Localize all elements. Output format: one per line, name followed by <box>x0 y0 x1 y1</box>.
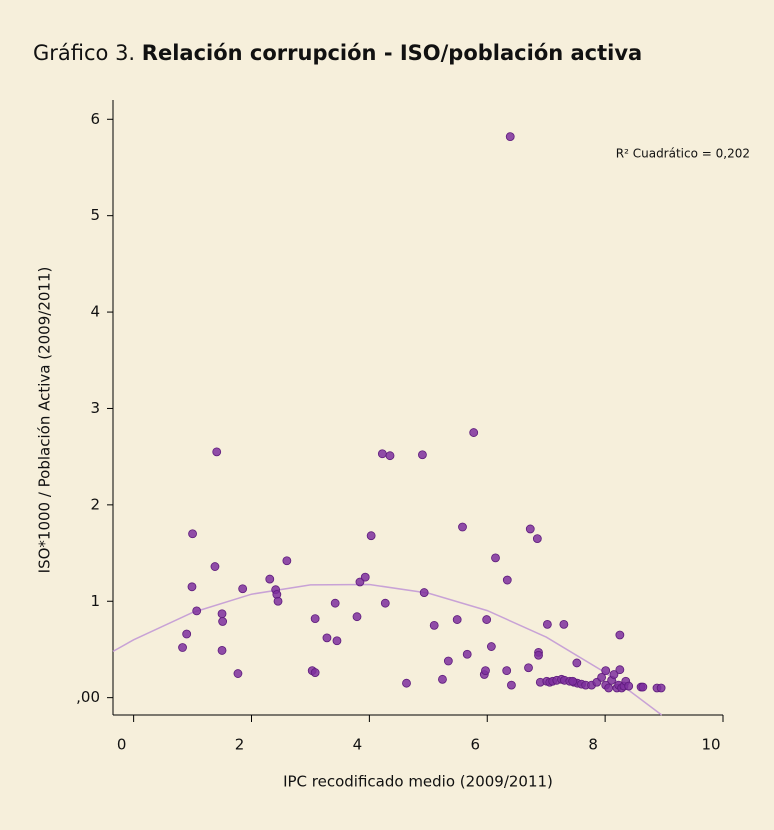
chart-title: Gráfico 3. Relación corrupción - ISO/pob… <box>33 41 642 65</box>
point <box>604 683 614 693</box>
point <box>486 642 496 651</box>
y-axis-label: ISO*1000 / Población Activa (2009/2011) <box>36 267 54 574</box>
title-text: Relación corrupción - ISO/población acti… <box>142 41 642 65</box>
x-tick-label: 0 <box>117 736 127 754</box>
point <box>429 620 439 630</box>
point <box>534 650 543 660</box>
point <box>601 666 611 676</box>
point <box>380 598 390 608</box>
point <box>462 649 472 659</box>
y-tick-label: 5 <box>90 206 100 224</box>
point <box>265 574 275 584</box>
point <box>532 534 542 543</box>
annotation: R² Cuadrático = 0,202 <box>616 147 750 161</box>
x-axis-label: IPC recodificado medio (2009/2011) <box>283 773 553 791</box>
x-tick-label: 4 <box>353 736 363 754</box>
point <box>366 531 376 541</box>
point <box>502 666 512 676</box>
point <box>656 683 666 693</box>
point <box>559 619 569 629</box>
x-tick-label: 10 <box>701 736 720 754</box>
point <box>402 678 411 688</box>
point <box>178 643 187 652</box>
point <box>615 665 625 675</box>
fit-line <box>112 583 663 716</box>
point <box>419 588 429 597</box>
point <box>210 562 220 571</box>
point <box>482 615 492 624</box>
point <box>310 614 320 624</box>
y-tick-label: 1 <box>90 592 100 610</box>
point <box>322 633 332 643</box>
y-tick-label: 6 <box>90 110 100 128</box>
point <box>187 582 197 592</box>
point <box>385 451 395 461</box>
point <box>352 612 362 622</box>
point <box>609 670 619 679</box>
y-tick-label: ,00 <box>76 688 100 706</box>
point <box>217 646 227 655</box>
point <box>377 449 387 459</box>
point <box>481 666 490 676</box>
point <box>310 668 320 677</box>
point <box>182 629 192 639</box>
y-tick-label: 2 <box>90 495 100 513</box>
point <box>525 524 535 534</box>
point <box>330 598 340 608</box>
point <box>360 572 370 582</box>
point <box>218 617 228 626</box>
point <box>624 681 634 691</box>
point <box>458 522 467 532</box>
point <box>638 682 648 692</box>
title-label: Gráfico 3. <box>33 41 135 65</box>
point <box>443 656 453 666</box>
point <box>505 132 515 142</box>
x-tick-label: 8 <box>588 736 598 754</box>
x-tick-label: 6 <box>470 736 480 754</box>
point <box>332 636 342 646</box>
point <box>542 619 552 629</box>
point <box>438 674 447 684</box>
point <box>491 553 500 563</box>
point <box>238 584 248 594</box>
point <box>507 680 516 690</box>
point <box>524 663 533 673</box>
point <box>568 676 578 686</box>
x-tick-label: 2 <box>235 736 245 754</box>
point <box>233 669 243 678</box>
point <box>188 529 197 539</box>
point <box>418 450 427 460</box>
point <box>192 606 202 616</box>
y-tick-label: 3 <box>90 399 100 417</box>
point <box>452 615 462 624</box>
point <box>217 609 227 619</box>
point <box>273 596 283 606</box>
point <box>212 447 222 457</box>
point <box>572 658 582 668</box>
point <box>615 630 625 640</box>
point <box>502 575 512 585</box>
y-tick-label: 4 <box>90 303 100 321</box>
point <box>469 428 479 437</box>
point <box>282 556 292 566</box>
point <box>597 673 606 682</box>
